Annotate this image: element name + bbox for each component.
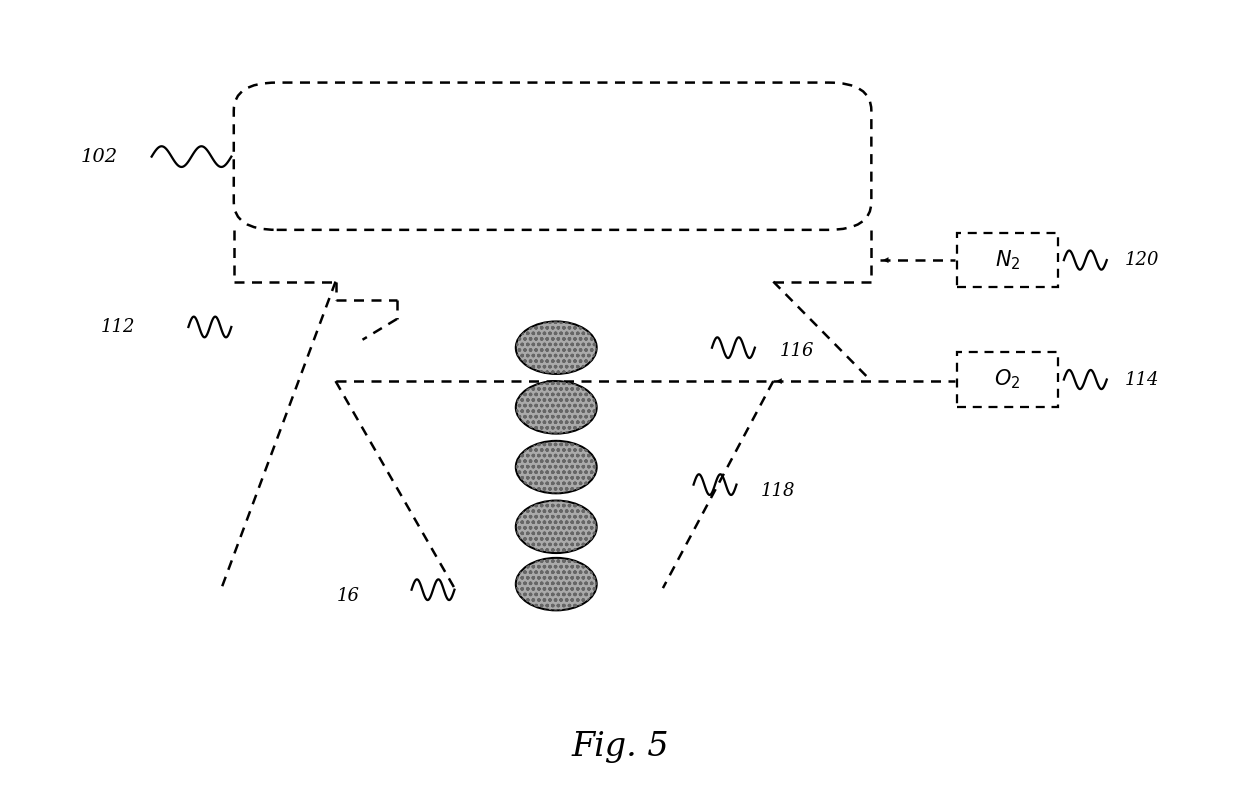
FancyBboxPatch shape bbox=[957, 352, 1058, 407]
FancyBboxPatch shape bbox=[957, 233, 1058, 288]
Circle shape bbox=[516, 382, 596, 433]
FancyBboxPatch shape bbox=[234, 83, 872, 230]
Text: Fig. 5: Fig. 5 bbox=[572, 731, 668, 763]
Circle shape bbox=[516, 501, 596, 553]
Text: $O_2$: $O_2$ bbox=[994, 368, 1021, 391]
Circle shape bbox=[516, 558, 596, 611]
Text: 116: 116 bbox=[780, 342, 813, 360]
Text: 118: 118 bbox=[761, 482, 796, 500]
Text: 114: 114 bbox=[1125, 370, 1159, 389]
Text: 102: 102 bbox=[81, 147, 118, 165]
Text: 120: 120 bbox=[1125, 251, 1159, 269]
Text: $N_2$: $N_2$ bbox=[994, 249, 1021, 272]
Circle shape bbox=[516, 322, 596, 374]
Circle shape bbox=[516, 441, 596, 493]
Text: 112: 112 bbox=[102, 318, 135, 336]
Text: 16: 16 bbox=[337, 587, 360, 605]
